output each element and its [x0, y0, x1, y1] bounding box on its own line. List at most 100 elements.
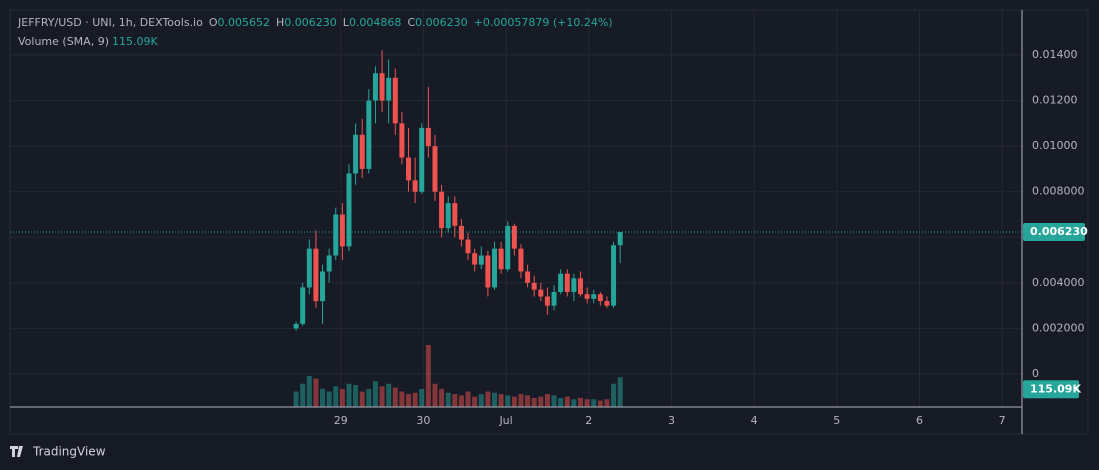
candle-body: [498, 248, 504, 270]
brand: TradingView: [10, 445, 106, 459]
volume-bar: [538, 396, 544, 407]
volume-bar: [584, 399, 590, 407]
candle-body: [386, 77, 392, 101]
volume-bar: [518, 394, 524, 407]
candle-body: [339, 214, 345, 247]
candle-body: [439, 191, 445, 229]
chart-title: JEFFRY/USD · UNI, 1h, DEXTools.io: [17, 16, 203, 29]
volume-bar: [425, 345, 431, 407]
volume-bar: [439, 388, 445, 407]
x-tick-label: 29: [334, 414, 348, 427]
volume-bar: [492, 392, 498, 407]
volume-bar: [591, 399, 597, 407]
volume-bar: [571, 399, 577, 407]
candle-body: [300, 287, 306, 324]
volume-bar: [604, 399, 610, 407]
volume-bar: [333, 386, 339, 407]
candle-body: [518, 248, 524, 272]
volume-bar: [551, 395, 557, 407]
volume-bar: [525, 395, 531, 407]
volume-bar: [531, 397, 537, 407]
candle-body: [326, 255, 332, 272]
candle-body: [445, 203, 451, 229]
volume-bar: [313, 378, 319, 407]
volume-bar: [399, 391, 405, 407]
volume-bar: [577, 397, 583, 407]
volume-bar: [359, 391, 365, 407]
volume-bar: [306, 376, 312, 407]
volume-bar: [452, 394, 458, 407]
volume-bar: [406, 394, 412, 407]
candle-body: [505, 225, 511, 270]
volume-bar: [558, 397, 564, 407]
volume-bar: [544, 394, 550, 407]
candle-body: [425, 127, 431, 147]
candle-body: [293, 323, 299, 329]
ohlc-key: C: [407, 16, 415, 29]
volume-bar: [472, 396, 478, 407]
volume-bar: [432, 383, 438, 407]
candle-body: [604, 301, 610, 306]
candle-body: [492, 248, 498, 288]
candle-body: [564, 273, 570, 292]
candle-body: [525, 271, 531, 283]
chart-panel: [9, 9, 1089, 435]
candle-body: [597, 294, 603, 302]
volume-bar: [419, 388, 425, 407]
ohlc-value: 0.006230: [284, 16, 337, 29]
volume-bar: [498, 394, 504, 407]
y-tick-label: 0.01200: [1032, 94, 1078, 107]
y-tick-label: 0.004000: [1032, 276, 1085, 289]
volume-bar: [458, 395, 464, 407]
x-tick-label: Jul: [498, 414, 512, 427]
candle-body: [432, 146, 438, 192]
candle-body: [478, 255, 484, 265]
change: +0.00057879 (+10.24%): [474, 16, 613, 29]
candle-body: [611, 245, 617, 306]
volume-bar: [372, 381, 378, 407]
volume-bar: [379, 386, 385, 407]
volume-bar: [320, 388, 326, 407]
volume-bar: [597, 400, 603, 407]
candle-body: [472, 253, 478, 265]
x-tick-label: 7: [999, 414, 1006, 427]
candle-body: [511, 225, 517, 249]
volume-bar: [611, 383, 617, 407]
candle-body: [353, 134, 359, 174]
x-tick-label: 4: [751, 414, 758, 427]
y-tick-label: 0.01000: [1032, 139, 1078, 152]
volume-label: Volume (SMA, 9): [18, 35, 109, 48]
y-tick-label: 0.008000: [1032, 185, 1085, 198]
y-tick-label: 0: [1032, 367, 1039, 380]
volume-value: 115.09K: [112, 35, 158, 48]
volume-bar: [346, 383, 352, 407]
candle-body: [591, 294, 597, 299]
candle-body: [412, 180, 418, 192]
candle-body: [306, 248, 312, 288]
x-tick-label: 6: [916, 414, 923, 427]
candle-body: [392, 77, 398, 124]
volume-bar: [293, 391, 299, 407]
ohlc-value: 0.006230: [415, 16, 468, 29]
candle-body: [531, 282, 537, 290]
x-tick-label: 3: [668, 414, 675, 427]
volume-bar: [339, 388, 345, 407]
candle-body: [366, 100, 372, 169]
volume-bar: [366, 388, 372, 407]
candle-body: [346, 173, 352, 247]
candle-body: [320, 271, 326, 302]
ohlc-value: 0.005652: [218, 16, 271, 29]
ohlc-key: L: [343, 16, 350, 29]
candle-body: [359, 134, 365, 169]
candle-body: [399, 123, 405, 158]
last-price-tag: [1023, 223, 1085, 242]
volume-bar: [386, 383, 392, 407]
candle-body: [485, 255, 491, 288]
candle-body: [333, 214, 339, 256]
last-volume-tag: [1023, 380, 1079, 399]
volume-bar: [445, 392, 451, 407]
x-tick-label: 30: [416, 414, 430, 427]
candle-body: [313, 248, 319, 302]
